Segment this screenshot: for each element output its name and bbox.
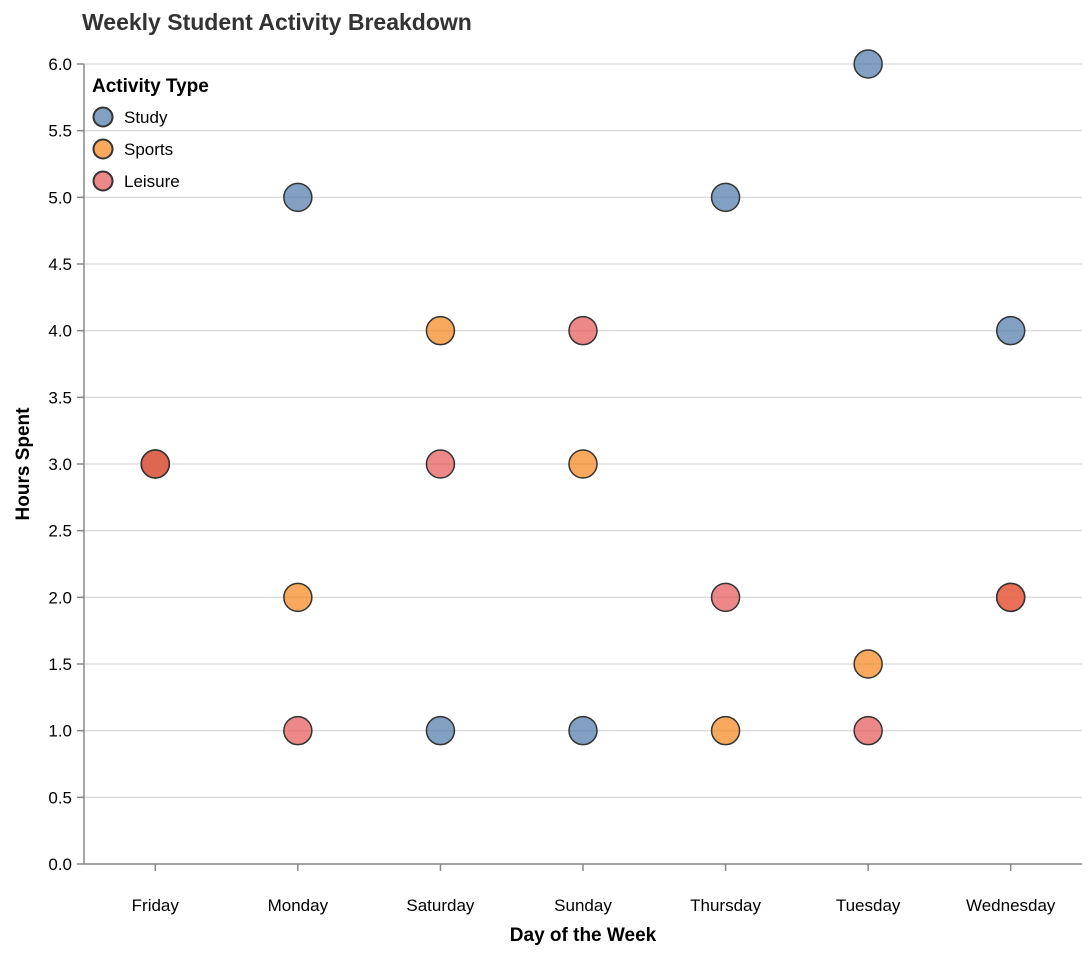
- data-point-leisure[interactable]: [568, 315, 598, 346]
- x-tick-label: Friday: [132, 896, 180, 915]
- data-point-study[interactable]: [853, 49, 883, 79]
- y-tick-label: 5.0: [48, 188, 72, 207]
- data-point-sports[interactable]: [710, 715, 741, 746]
- data-point-leisure[interactable]: [140, 449, 171, 479]
- data-point-sports[interactable]: [425, 315, 456, 346]
- data-point-leisure[interactable]: [710, 582, 741, 613]
- data-point-study[interactable]: [283, 182, 313, 213]
- legend-label-study: Study: [124, 108, 168, 127]
- legend-swatch-sports: [92, 138, 114, 160]
- data-point-leisure[interactable]: [995, 582, 1026, 613]
- axes: 0.0 0.5 1.0 1.5 2.0 2.5 3.0 3.5 4.0 4.5 5.0 5.5 6.0 F…: [48, 55, 1082, 915]
- y-tick-label: 6.0: [48, 55, 72, 74]
- y-tick-label: 4.5: [48, 255, 72, 274]
- x-axis-title: Day of the Week: [510, 925, 657, 946]
- data-point-study[interactable]: [568, 715, 598, 746]
- y-axis-title: Hours Spent: [13, 407, 34, 521]
- x-tick-label: Saturday: [406, 896, 475, 915]
- data-point-study[interactable]: [995, 315, 1026, 346]
- data-points: [140, 49, 1026, 746]
- x-tick-label: Tuesday: [836, 896, 901, 915]
- y-tick-label: 3.5: [48, 388, 72, 407]
- legend-label-leisure: Leisure: [124, 172, 180, 191]
- y-tick-label: 2.0: [48, 588, 72, 607]
- y-tick-label: 0.0: [48, 855, 72, 874]
- y-tick-label: 2.5: [48, 522, 72, 541]
- chart-title: Weekly Student Activity Breakdown: [82, 9, 472, 35]
- y-tick-label: 1.0: [48, 722, 72, 741]
- legend-label-sports: Sports: [124, 140, 173, 159]
- data-point-sports[interactable]: [853, 649, 883, 679]
- legend-title: Activity Type: [92, 76, 209, 97]
- data-point-sports[interactable]: [568, 449, 598, 479]
- y-tick-label: 5.5: [48, 122, 72, 141]
- legend-swatch-study: [92, 106, 114, 128]
- y-tick-label: 3.0: [48, 455, 72, 474]
- x-tick-label: Wednesday: [966, 896, 1056, 915]
- legend-swatch-leisure: [92, 170, 114, 192]
- data-point-study[interactable]: [425, 715, 456, 746]
- x-tick-label: Thursday: [690, 896, 761, 915]
- data-point-study[interactable]: [710, 182, 741, 213]
- y-tick-label: 4.0: [48, 322, 72, 341]
- data-point-leisure[interactable]: [283, 715, 313, 746]
- x-tick-label: Monday: [268, 896, 329, 915]
- grid: [84, 63, 1082, 865]
- data-point-leisure[interactable]: [425, 449, 456, 479]
- legend: Activity Type Study Sports Leisure: [92, 76, 209, 192]
- y-tick-label: 1.5: [48, 655, 72, 674]
- y-tick-label: 0.5: [48, 788, 72, 807]
- x-tick-label: Sunday: [554, 896, 612, 915]
- data-point-leisure[interactable]: [853, 715, 883, 746]
- data-point-sports[interactable]: [283, 582, 313, 613]
